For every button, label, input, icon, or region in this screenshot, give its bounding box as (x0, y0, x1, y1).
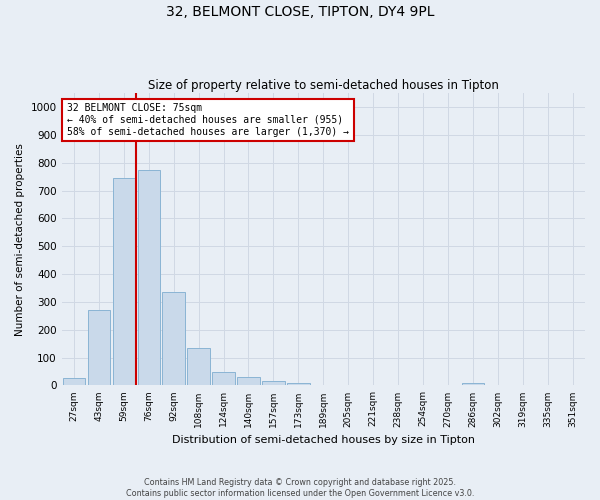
Bar (237, 377, 260, 386)
Bar (461, 382, 484, 386)
Bar (212, 372, 235, 386)
Text: 32 BELMONT CLOSE: 75sqm
← 40% of semi-detached houses are smaller (955)
58% of s: 32 BELMONT CLOSE: 75sqm ← 40% of semi-de… (67, 104, 349, 136)
Bar (63, 378, 85, 386)
Bar (137, 170, 160, 386)
Y-axis label: Number of semi-detached properties: Number of semi-detached properties (15, 143, 25, 336)
Bar (113, 178, 135, 386)
Bar (163, 292, 185, 386)
Text: Contains HM Land Registry data © Crown copyright and database right 2025.
Contai: Contains HM Land Registry data © Crown c… (126, 478, 474, 498)
Bar (187, 348, 210, 386)
Title: Size of property relative to semi-detached houses in Tipton: Size of property relative to semi-detach… (148, 79, 499, 92)
Bar (287, 382, 310, 386)
Bar (88, 310, 110, 386)
Text: 32, BELMONT CLOSE, TIPTON, DY4 9PL: 32, BELMONT CLOSE, TIPTON, DY4 9PL (166, 5, 434, 19)
Bar (262, 382, 284, 386)
X-axis label: Distribution of semi-detached houses by size in Tipton: Distribution of semi-detached houses by … (172, 435, 475, 445)
